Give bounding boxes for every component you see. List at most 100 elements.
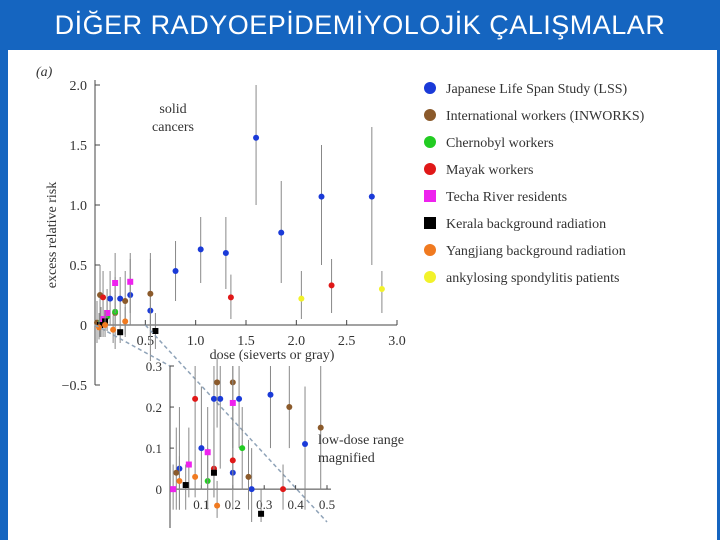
main-point-international-workers-inworks — [122, 298, 129, 304]
main-point-mayak-workers — [227, 294, 234, 301]
inset-point-techa-river-residents — [204, 449, 211, 456]
inset-x-tick-label: 0.1 — [193, 497, 209, 512]
main-point-japanese-life-span-study-lss — [107, 295, 114, 302]
panel-label: (a) — [36, 65, 53, 80]
inset-x-tick-label: 0.4 — [287, 497, 304, 512]
legend-label-techa-river-residents: Techa River residents — [446, 190, 567, 205]
y-tick-label: 1.0 — [70, 199, 88, 214]
inset-annotation-line2: magnified — [318, 451, 375, 466]
legend-label-ankylosing-spondylitis-patients: ankylosing spondylitis patients — [446, 271, 619, 286]
legend-label-mayak-workers: Mayak workers — [446, 163, 533, 178]
inset-x-tick-label: 0.3 — [256, 497, 272, 512]
y-tick-label: 2.0 — [70, 79, 88, 94]
main-point-mayak-workers — [100, 294, 107, 301]
legend-marker-ankylosing-spondylitis-patients — [424, 271, 436, 283]
main-point-ankylosing-spondylitis-patients — [378, 286, 385, 292]
inset-y-tick-label: 0.3 — [146, 359, 162, 374]
inset-point-techa-river-residents — [229, 399, 236, 406]
x-tick-label: 0.5 — [137, 334, 155, 349]
inset-x-tick-label: 0.5 — [319, 497, 335, 512]
x-tick-label: 3.0 — [388, 334, 406, 349]
inset-y-tick-label: 0.1 — [146, 441, 162, 456]
inset-point-international-workers-inworks — [317, 424, 324, 431]
inset-point-japanese-life-span-study-lss — [210, 395, 217, 402]
inset-point-japanese-life-span-study-lss — [302, 441, 309, 447]
x-tick-label: 1.5 — [237, 334, 255, 349]
inset-point-kerala-background-radiation — [182, 482, 189, 489]
inset-point-kerala-background-radiation — [258, 510, 265, 517]
inset-y-tick-label: 0 — [156, 482, 163, 497]
slide-title: DİĞER RADYOEPİDEMİYOLOJİK ÇALIŞMALAR — [54, 10, 666, 40]
inset-point-yangjiang-background-radiation — [214, 502, 221, 509]
inset-point-techa-river-residents — [170, 486, 177, 493]
annotation-solid: solid — [159, 102, 186, 117]
main-point-japanese-life-span-study-lss — [368, 193, 375, 200]
inset-point-techa-river-residents — [185, 461, 192, 468]
main-point-yangjiang-background-radiation — [122, 318, 129, 325]
inset-point-japanese-life-span-study-lss — [217, 395, 224, 402]
legend-marker-yangjiang-background-radiation — [424, 244, 436, 256]
inset-point-japanese-life-span-study-lss — [198, 445, 205, 452]
inset-point-international-workers-inworks — [214, 379, 221, 386]
main-point-ankylosing-spondylitis-patients — [298, 295, 305, 302]
y-axis-label: excess relative risk — [45, 182, 60, 289]
legend-marker-kerala-background-radiation — [424, 217, 436, 229]
legend-marker-international-workers-inworks — [424, 109, 436, 121]
legend-marker-japanese-life-span-study-lss — [424, 82, 436, 94]
inset-point-chernobyl-workers — [239, 445, 246, 452]
inset-point-japanese-life-span-study-lss — [267, 391, 274, 398]
inset-point-international-workers-inworks — [173, 469, 180, 476]
slide-frame-right — [717, 0, 720, 540]
inset-point-yangjiang-background-radiation — [176, 477, 183, 484]
inset-y-tick-label: 0.2 — [146, 400, 162, 415]
x-axis-label: dose (sieverts or gray) — [210, 348, 335, 363]
x-tick-label: 2.0 — [288, 334, 306, 349]
annotation-cancers: cancers — [152, 120, 194, 135]
inset-point-kerala-background-radiation — [210, 469, 217, 476]
inset-point-mayak-workers — [229, 457, 236, 464]
main-point-yangjiang-background-radiation — [102, 322, 109, 328]
inset-point-international-workers-inworks — [245, 473, 252, 480]
y-tick-label: 1.5 — [70, 139, 88, 154]
x-tick-label: 2.5 — [338, 334, 356, 349]
main-point-japanese-life-span-study-lss — [222, 250, 229, 256]
magnify-guide-left — [94, 324, 171, 367]
legend-marker-mayak-workers — [424, 163, 436, 175]
main-point-mayak-workers — [328, 282, 335, 289]
legend-label-yangjiang-background-radiation: Yangjiang background radiation — [446, 244, 626, 259]
main-point-japanese-life-span-study-lss — [197, 246, 204, 253]
main-point-japanese-life-span-study-lss — [253, 134, 260, 141]
inset-point-japanese-life-span-study-lss — [248, 486, 255, 493]
inset-point-mayak-workers — [192, 395, 199, 402]
main-point-techa-river-residents — [127, 278, 134, 285]
y-tick-label: −0.5 — [62, 379, 87, 394]
main-point-kerala-background-radiation — [152, 328, 159, 334]
inset-point-international-workers-inworks — [286, 404, 293, 411]
slide-frame-left — [0, 0, 8, 540]
main-point-techa-river-residents — [104, 310, 111, 316]
inset-point-mayak-workers — [280, 486, 287, 493]
main-point-japanese-life-span-study-lss — [278, 229, 285, 236]
y-tick-label: 0.5 — [70, 259, 88, 274]
legend-label-japanese-life-span-study-lss: Japanese Life Span Study (LSS) — [446, 82, 628, 97]
inset-point-japanese-life-span-study-lss — [236, 395, 243, 402]
x-tick-label: 1.0 — [187, 334, 205, 349]
legend-marker-techa-river-residents — [424, 190, 436, 202]
legend-label-international-workers-inworks: International workers (INWORKS) — [446, 109, 645, 124]
main-point-techa-river-residents — [112, 280, 119, 286]
main-point-japanese-life-span-study-lss — [117, 295, 124, 302]
magnify-guide-right — [144, 324, 328, 523]
inset-annotation-line1: low-dose range — [318, 433, 404, 448]
legend-label-kerala-background-radiation: Kerala background radiation — [446, 217, 606, 232]
main-point-international-workers-inworks — [147, 290, 154, 297]
main-point-japanese-life-span-study-lss — [318, 193, 325, 200]
y-tick-label: 0 — [80, 319, 87, 334]
legend-marker-chernobyl-workers — [424, 136, 436, 148]
legend-label-chernobyl-workers: Chernobyl workers — [446, 136, 554, 151]
main-point-kerala-background-radiation — [117, 329, 124, 336]
inset-point-yangjiang-background-radiation — [192, 473, 199, 480]
main-point-japanese-life-span-study-lss — [172, 268, 179, 274]
main-point-yangjiang-background-radiation — [110, 326, 117, 333]
title-bar — [0, 0, 720, 50]
